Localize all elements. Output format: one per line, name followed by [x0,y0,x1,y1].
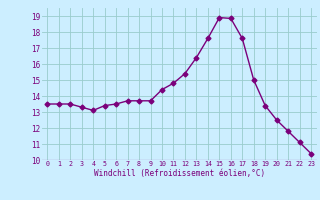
X-axis label: Windchill (Refroidissement éolien,°C): Windchill (Refroidissement éolien,°C) [94,169,265,178]
